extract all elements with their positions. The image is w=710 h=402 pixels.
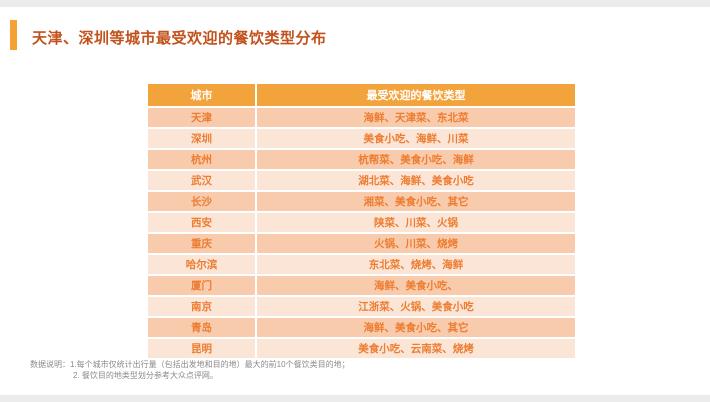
table-row: 哈尔滨 东北菜、烧烤、海鲜 bbox=[148, 253, 575, 274]
bottom-margin bbox=[0, 395, 710, 402]
city-cell: 杭州 bbox=[148, 148, 257, 169]
footnote-line-1: 数据说明：1.每个城市仅统计出行量（包括出发地和目的地）最大的前10个餐饮类目的… bbox=[30, 360, 350, 369]
food-types-cell: 江浙菜、火锅、美食小吃 bbox=[257, 295, 575, 316]
food-types-cell: 海鲜、天津菜、东北菜 bbox=[257, 106, 575, 127]
city-column-header: 城市 bbox=[148, 84, 257, 106]
city-cell: 南京 bbox=[148, 295, 257, 316]
food-types-cell: 海鲜、美食小吃、其它 bbox=[257, 316, 575, 337]
table-header-row: 城市 最受欢迎的餐饮类型 bbox=[148, 84, 575, 106]
city-cell: 西安 bbox=[148, 211, 257, 232]
table-row: 西安 陕菜、川菜、火锅 bbox=[148, 211, 575, 232]
city-cell: 青岛 bbox=[148, 316, 257, 337]
table-row: 厦门 海鲜、美食小吃、 bbox=[148, 274, 575, 295]
table-body: 天津 海鲜、天津菜、东北菜 深圳 美食小吃、海鲜、川菜 杭州 杭帮菜、美食小吃、海鲜 武汉湖… bbox=[148, 106, 575, 358]
city-cell: 武汉 bbox=[148, 169, 257, 190]
food-types-cell: 陕菜、川菜、火锅 bbox=[257, 211, 575, 232]
table-row: 昆明 美食小吃、云南菜、烧烤 bbox=[148, 337, 575, 358]
table-row: 青岛 海鲜、美食小吃、其它 bbox=[148, 316, 575, 337]
food-types-cell: 湖北菜、海鲜、美食小吃 bbox=[257, 169, 575, 190]
table-row: 天津 海鲜、天津菜、东北菜 bbox=[148, 106, 575, 127]
page-title: 天津、深圳等城市最受欢迎的餐饮类型分布 bbox=[32, 30, 327, 47]
top-margin bbox=[0, 0, 710, 7]
food-types-cell: 美食小吃、海鲜、川菜 bbox=[257, 127, 575, 148]
food-types-cell: 东北菜、烧烤、海鲜 bbox=[257, 253, 575, 274]
table-row: 杭州 杭帮菜、美食小吃、海鲜 bbox=[148, 148, 575, 169]
table-row: 重庆 火锅、川菜、烧烤 bbox=[148, 232, 575, 253]
food-types-cell: 海鲜、美食小吃、 bbox=[257, 274, 575, 295]
city-cell: 长沙 bbox=[148, 190, 257, 211]
table-row: 武汉 湖北菜、海鲜、美食小吃 bbox=[148, 169, 575, 190]
table-row: 南京 江浙菜、火锅、美食小吃 bbox=[148, 295, 575, 316]
food-type-column-header: 最受欢迎的餐饮类型 bbox=[257, 84, 575, 106]
title-accent-bar bbox=[10, 20, 17, 50]
footnote: 数据说明：1.每个城市仅统计出行量（包括出发地和目的地）最大的前10个餐饮类目的… bbox=[30, 359, 350, 381]
food-types-cell: 火锅、川菜、烧烤 bbox=[257, 232, 575, 253]
city-cell: 深圳 bbox=[148, 127, 257, 148]
city-cell: 重庆 bbox=[148, 232, 257, 253]
city-cell: 哈尔滨 bbox=[148, 253, 257, 274]
food-types-cell: 杭帮菜、美食小吃、海鲜 bbox=[257, 148, 575, 169]
city-cell: 天津 bbox=[148, 106, 257, 127]
city-cell: 厦门 bbox=[148, 274, 257, 295]
city-food-type-table: 城市 最受欢迎的餐饮类型 天津 海鲜、天津菜、东北菜 深圳 美食小吃、海鲜、川菜 杭州杭… bbox=[148, 84, 575, 358]
table-row: 长沙 湘菜、美食小吃、其它 bbox=[148, 190, 575, 211]
city-cell: 昆明 bbox=[148, 337, 257, 358]
footnote-line-2: 2. 餐饮目的地类型划分参考大众点评网。 bbox=[73, 371, 218, 380]
table-row: 深圳 美食小吃、海鲜、川菜 bbox=[148, 127, 575, 148]
food-types-cell: 湘菜、美食小吃、其它 bbox=[257, 190, 575, 211]
food-types-cell: 美食小吃、云南菜、烧烤 bbox=[257, 337, 575, 358]
